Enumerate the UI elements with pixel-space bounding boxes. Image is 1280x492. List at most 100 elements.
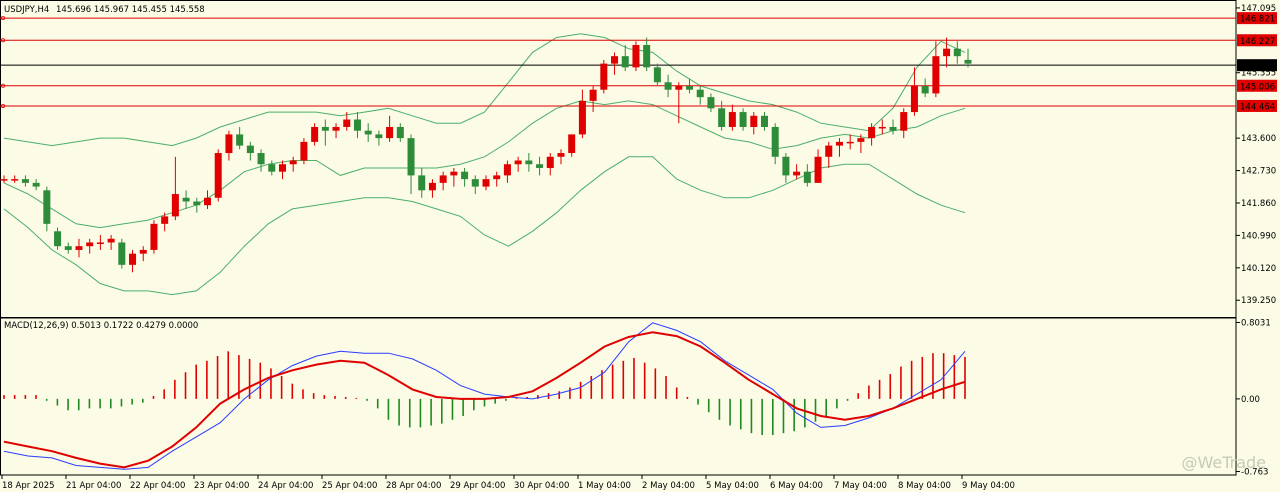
time-tick-label: 21 Apr 04:00: [66, 481, 121, 491]
watermark: @WeTrade: [1181, 453, 1266, 472]
candle-body: [332, 126, 340, 131]
candle-body: [0, 179, 8, 181]
ohlc-readout: 145.696 145.967 145.455 145.558: [56, 5, 205, 15]
macd-tick-label: 0.8031: [1241, 318, 1271, 328]
candle-body: [932, 56, 940, 94]
candle-body: [846, 141, 854, 144]
level-price-tag: [1237, 79, 1277, 92]
time-tick-label: 7 May 04:00: [834, 481, 887, 491]
candle-body: [289, 160, 297, 165]
macd-pane-frame: [0, 317, 1237, 476]
candle-body: [878, 126, 886, 129]
candle-body: [707, 97, 715, 109]
candle-body: [728, 112, 736, 127]
candle-body: [107, 238, 115, 243]
candle-body: [953, 48, 961, 57]
candle-body: [11, 179, 19, 181]
candle-body: [118, 242, 126, 265]
candle-body: [32, 182, 40, 187]
candle-body: [653, 67, 661, 83]
time-tick-label: 25 Apr 04:00: [322, 481, 377, 491]
price-tick-label: 145.355: [1241, 69, 1276, 79]
candle-body: [86, 242, 94, 247]
candle-body: [750, 115, 758, 127]
candle-body: [803, 171, 811, 183]
candle-body: [300, 141, 308, 161]
candle-body: [278, 164, 286, 172]
level-price-tag: [1237, 59, 1277, 72]
candle-body: [418, 175, 426, 191]
candle-body: [889, 126, 897, 131]
candle-body: [171, 194, 179, 217]
macd-lines: [3, 322, 966, 470]
price-tick-label: 147.095: [1241, 4, 1276, 14]
time-tick-label: 28 Apr 04:00: [386, 481, 441, 491]
price-axis: 147.095 145.355 143.600 142.730 141.860 140.9…: [1236, 4, 1276, 477]
candle-body: [139, 249, 147, 254]
candle-body: [64, 246, 72, 250]
candle-body: [835, 141, 843, 146]
symbol-header: USDJPY,H4 145.696 145.967 145.455 145.55…: [4, 5, 205, 15]
time-tick-label: 29 Apr 04:00: [450, 481, 505, 491]
candle-body: [964, 59, 972, 64]
level-price-tag: [1237, 99, 1277, 112]
candle-body: [739, 112, 747, 127]
candle-body: [43, 190, 51, 224]
candle-body: [546, 156, 554, 168]
level-price-label: 146.227: [1240, 37, 1275, 47]
candle-body: [857, 138, 865, 142]
candle-body: [428, 182, 436, 191]
level-anchor: [0, 103, 6, 108]
candle-body: [311, 126, 319, 142]
macd-tick-label: -0.763: [1241, 467, 1268, 477]
candle-body: [943, 48, 951, 57]
level-price-label: 146.821: [1240, 15, 1275, 25]
candle-body: [664, 82, 672, 90]
time-tick-label: 22 Apr 04:00: [130, 481, 185, 491]
candle-body: [621, 56, 629, 68]
level-price-tag: [1237, 34, 1277, 47]
candle-body: [236, 134, 244, 146]
candle-body: [193, 201, 201, 206]
candle-body: [632, 44, 640, 68]
price-tick-label: 141.860: [1241, 199, 1276, 209]
candle-body: [182, 197, 190, 202]
candle-body: [686, 85, 694, 90]
macd-line: [3, 322, 966, 470]
time-tick-label: 23 Apr 04:00: [194, 481, 249, 491]
price-tick-label: 140.990: [1241, 231, 1276, 241]
candle-body: [353, 119, 361, 131]
candle-body: [364, 130, 372, 135]
candle-body: [921, 85, 929, 94]
candle-body: [814, 156, 822, 183]
candle-body: [375, 134, 383, 139]
time-tick-label: 2 May 04:00: [642, 481, 695, 491]
candle-body: [386, 126, 394, 139]
level-anchor: [0, 83, 6, 88]
candle-body: [611, 56, 619, 64]
price-tick-label: 140.120: [1241, 264, 1276, 274]
candle-body: [910, 85, 918, 113]
candle-body: [439, 175, 447, 183]
level-anchor: [0, 38, 6, 43]
candle-body: [568, 134, 576, 154]
candle-body: [525, 160, 533, 165]
level-price-label: 144.464: [1240, 102, 1275, 112]
candle-body: [96, 242, 104, 244]
candle-body: [75, 246, 83, 250]
time-tick-label: 9 May 04:00: [962, 481, 1015, 491]
candle-body: [482, 179, 490, 187]
macd-tick-label: 0.00: [1241, 395, 1260, 405]
candle-body: [246, 145, 254, 154]
level-anchor: [0, 16, 6, 21]
candle-body: [675, 85, 683, 90]
candle-body: [696, 89, 704, 98]
time-axis: 18 Apr 2025 21 Apr 04:00 22 Apr 04:00 23 Ap…: [1, 475, 1015, 491]
candle-body: [461, 171, 469, 180]
time-tick-label: 6 May 04:00: [770, 481, 823, 491]
level-price-tag: [1237, 12, 1277, 25]
candle-body: [793, 171, 801, 176]
